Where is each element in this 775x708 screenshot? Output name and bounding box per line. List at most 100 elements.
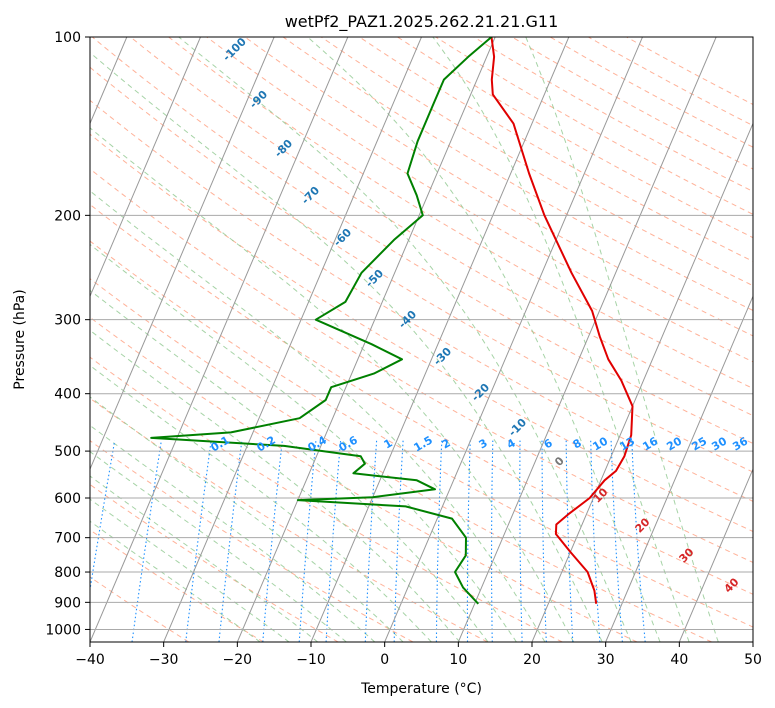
dry-adiabat (90, 240, 753, 628)
y-tick-label: 500 (54, 444, 81, 460)
mixing-ratio-line (466, 440, 471, 642)
mixing-ratio-line (610, 440, 623, 642)
moist-adiabat (432, 37, 690, 642)
y-tick-label: 800 (54, 565, 81, 581)
mixing-ratio-label: 25 (689, 435, 709, 454)
y-tick-label: 200 (54, 208, 81, 224)
dry-adiabat (168, 37, 753, 389)
x-tick-label: −30 (149, 652, 179, 668)
isotherm-label: -90 (247, 88, 270, 111)
moist-adiabat (90, 289, 489, 642)
isotherm-label: -40 (396, 308, 419, 331)
dry-adiabat (90, 278, 712, 642)
temperature-profile (490, 37, 634, 604)
y-tick-label: 300 (54, 313, 81, 329)
x-tick-label: 50 (744, 652, 762, 668)
x-tick-label: 10 (449, 652, 467, 668)
moist-adiabat (90, 396, 404, 642)
isotherm-line (678, 467, 753, 642)
y-axis-title: Pressure (hPa) (12, 289, 28, 389)
mixing-ratio-line (90, 440, 116, 594)
isotherm-line (90, 37, 349, 642)
x-tick-label: 20 (523, 652, 541, 668)
mixing-ratio-line (218, 440, 243, 642)
chart-title: wetPf2_PAZ1.2025.262.21.21.G11 (285, 12, 559, 32)
isotherm-line (457, 37, 717, 642)
x-tick-label: 30 (597, 652, 615, 668)
dry-adiabat (359, 37, 753, 262)
moist-adiabat (90, 51, 603, 642)
dewpoint-profile (150, 37, 493, 605)
plot-area (90, 37, 753, 642)
moist-adiabat (90, 329, 461, 642)
dry-adiabat (244, 37, 753, 337)
dry-adiabat (90, 397, 488, 642)
mixing-ratio-line (519, 440, 523, 642)
mixing-ratio-line (262, 440, 283, 642)
dry-adiabat (435, 37, 753, 215)
x-tick-label: 0 (380, 652, 389, 668)
isotherm-line (384, 37, 643, 642)
mixing-ratio-label: 10 (590, 434, 610, 453)
mixing-ratio-label: 3 (477, 436, 490, 451)
dry-adiabat (130, 37, 753, 417)
isotherm-label: -100 (220, 35, 249, 64)
dry-adiabat (90, 483, 339, 642)
dry-adiabat (90, 356, 563, 642)
dry-adiabat (206, 37, 753, 363)
mixing-ratio-label: 8 (571, 436, 584, 451)
y-tick-label: 100 (54, 30, 81, 46)
y-tick-label: 700 (54, 531, 81, 547)
mixing-ratio-label: 30 (709, 434, 729, 453)
red-label: 40 (722, 575, 742, 595)
mixing-ratio-line (185, 440, 212, 642)
moist-adiabat (90, 364, 432, 642)
y-tick-label: 600 (54, 491, 81, 507)
isotherm-line (163, 37, 422, 642)
dry-adiabat (282, 37, 753, 312)
isotherm-line (90, 37, 275, 471)
mixing-ratio-line (393, 440, 404, 642)
moist-adiabat (90, 127, 575, 642)
y-tick-label: 900 (54, 595, 81, 611)
moist-adiabat (90, 243, 517, 642)
mixing-ratio-line (541, 440, 547, 642)
red-label: 10 (591, 485, 611, 505)
mixing-ratio-line (490, 440, 494, 642)
isotherm-label: 0 (552, 454, 567, 469)
isotherm-label: -20 (469, 381, 492, 404)
isotherm-label: -10 (506, 416, 529, 439)
y-tick-label: 400 (54, 387, 81, 403)
mixing-ratio-line (590, 440, 601, 642)
x-tick-label: −10 (296, 652, 326, 668)
dry-adiabat (90, 66, 753, 473)
dry-adiabat (90, 133, 753, 533)
dry-adiabat (91, 37, 753, 445)
isotherm-line (90, 37, 201, 298)
mixing-ratio-line (298, 440, 317, 642)
mixing-ratio-line (325, 440, 342, 642)
red-label: 30 (677, 545, 697, 565)
dry-adiabat (90, 440, 414, 642)
mixing-ratio-label: 16 (640, 434, 660, 453)
mixing-ratio-line (131, 440, 162, 642)
y-tick-label: 1000 (45, 622, 81, 638)
isotherm-label: -30 (431, 345, 454, 368)
isotherm-label: -50 (363, 267, 386, 290)
isotherm-line (531, 122, 753, 642)
moist-adiabat (90, 424, 376, 642)
isotherm-line (605, 295, 753, 642)
x-tick-label: 40 (670, 652, 688, 668)
plot-frame (89, 36, 754, 643)
moist-adiabat (90, 498, 290, 642)
isotherm-line (236, 37, 496, 642)
mixing-ratio-label: 20 (664, 434, 684, 453)
dry-adiabat (90, 316, 638, 642)
moist-adiabat (90, 475, 319, 642)
isotherm-label: -80 (272, 137, 295, 160)
isotherm-label: -60 (331, 226, 354, 249)
dry-adiabat (90, 576, 190, 642)
mixing-ratio-label: 4 (505, 436, 518, 451)
x-tick-label: −40 (75, 652, 105, 668)
